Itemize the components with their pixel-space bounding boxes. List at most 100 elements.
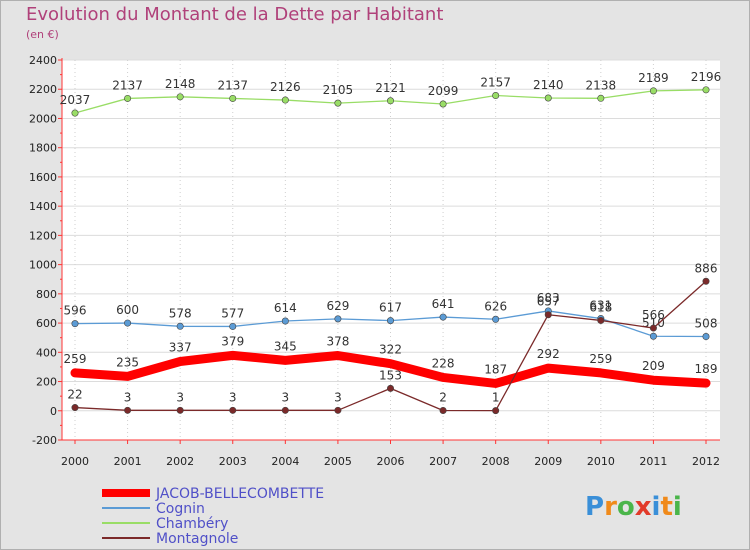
data-label: 228 <box>432 356 455 370</box>
data-label: 657 <box>537 295 560 309</box>
y-tick-label: 800 <box>36 288 57 301</box>
data-label: 2099 <box>428 84 459 98</box>
data-point <box>281 317 289 325</box>
y-tick-label: 600 <box>36 317 57 330</box>
data-label: 259 <box>64 352 87 366</box>
x-tick-label: 2004 <box>271 455 299 468</box>
data-point <box>439 100 447 108</box>
data-label: 235 <box>116 355 139 369</box>
data-label: 3 <box>124 390 132 404</box>
data-point <box>124 406 132 414</box>
legend-label: Montagnole <box>156 531 238 547</box>
data-point <box>492 315 500 323</box>
data-label: 3 <box>176 390 184 404</box>
y-tick-label: 2400 <box>29 54 57 67</box>
data-label: 508 <box>695 317 718 331</box>
data-label: 629 <box>326 299 349 313</box>
data-label: 259 <box>589 352 612 366</box>
data-point <box>229 94 237 102</box>
data-point <box>597 316 605 324</box>
x-tick-label: 2007 <box>429 455 457 468</box>
y-tick-label: -200 <box>32 434 57 447</box>
data-point <box>492 92 500 100</box>
data-point <box>281 96 289 104</box>
y-tick-label: 1200 <box>29 229 57 242</box>
data-label: 617 <box>379 301 402 315</box>
data-label: 2157 <box>480 76 511 90</box>
data-label: 2137 <box>217 78 248 92</box>
data-label: 189 <box>695 362 718 376</box>
data-point <box>649 87 657 95</box>
series-line-jacob-bellecombette <box>70 350 711 388</box>
data-label: 886 <box>695 261 718 275</box>
x-tick-label: 2000 <box>61 455 89 468</box>
data-point <box>439 406 447 414</box>
data-label: 626 <box>484 299 507 313</box>
data-label: 641 <box>432 297 455 311</box>
x-tick-label: 2005 <box>324 455 352 468</box>
data-label: 2189 <box>638 71 669 85</box>
chart-title: Evolution du Montant de la Dette par Hab… <box>26 4 444 25</box>
legend-label: JACOB-BELLECOMBETTE <box>155 486 324 502</box>
data-point <box>386 317 394 325</box>
data-point <box>229 406 237 414</box>
chart-subtitle: (en €) <box>26 28 59 41</box>
x-tick-label: 2008 <box>482 455 510 468</box>
data-label: 337 <box>169 341 192 355</box>
data-label: 2148 <box>165 77 196 91</box>
data-label: 378 <box>326 335 349 349</box>
data-label: 3 <box>334 390 342 404</box>
data-label: 22 <box>67 388 82 402</box>
data-label: 2126 <box>270 80 301 94</box>
data-label: 614 <box>274 301 297 315</box>
data-label: 566 <box>642 308 665 322</box>
data-point <box>71 320 79 328</box>
data-label: 2037 <box>60 93 91 107</box>
data-label: 683 <box>537 291 560 305</box>
data-label: 2140 <box>533 78 564 92</box>
data-label: 596 <box>64 304 87 318</box>
data-label: 2 <box>439 390 447 404</box>
y-tick-label: 2200 <box>29 83 57 96</box>
data-label: 618 <box>589 300 612 314</box>
data-label: 2121 <box>375 81 406 95</box>
data-label: 631 <box>589 299 612 313</box>
x-tick-label: 2003 <box>219 455 247 468</box>
data-point <box>386 384 394 392</box>
data-label: 3 <box>229 390 237 404</box>
data-label: 292 <box>537 347 560 361</box>
data-label: 3 <box>282 390 290 404</box>
data-point <box>334 406 342 414</box>
data-label: 209 <box>642 359 665 373</box>
data-point <box>544 94 552 102</box>
legend-label: Cognin <box>156 501 205 517</box>
data-label: 379 <box>221 334 244 348</box>
data-point <box>702 277 710 285</box>
data-label: 322 <box>379 343 402 357</box>
y-tick-label: 1000 <box>29 259 57 272</box>
data-point <box>649 324 657 332</box>
data-point <box>124 94 132 102</box>
data-point <box>176 406 184 414</box>
data-label: 2196 <box>691 70 722 84</box>
data-point <box>649 332 657 340</box>
data-label: 2105 <box>323 83 354 97</box>
y-tick-label: 0 <box>50 405 57 418</box>
data-point <box>597 94 605 102</box>
x-tick-label: 2001 <box>114 455 142 468</box>
data-point <box>544 311 552 319</box>
data-point <box>124 319 132 327</box>
data-point <box>229 322 237 330</box>
data-point <box>702 86 710 94</box>
data-point <box>702 333 710 341</box>
y-tick-label: 2000 <box>29 112 57 125</box>
x-tick-label: 2012 <box>692 455 720 468</box>
data-label: 345 <box>274 339 297 353</box>
x-tick-label: 2002 <box>166 455 194 468</box>
data-label: 153 <box>379 368 402 382</box>
data-point <box>71 404 79 412</box>
data-point <box>71 109 79 117</box>
data-label: 578 <box>169 306 192 320</box>
x-tick-label: 2011 <box>639 455 667 468</box>
